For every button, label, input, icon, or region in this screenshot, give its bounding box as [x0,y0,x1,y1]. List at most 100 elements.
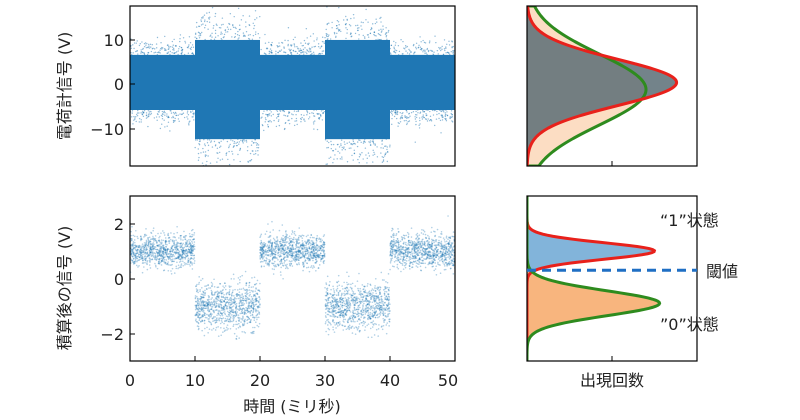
data-point [250,158,253,161]
y-tick-label: 0 [114,75,124,94]
data-point [343,292,345,295]
data-point [185,249,188,251]
data-point [253,319,256,321]
data-point [451,264,454,267]
data-point [143,249,145,251]
data-point [183,253,186,256]
data-point [219,314,222,317]
data-point [147,238,149,241]
data-point [283,47,285,49]
data-point [208,310,211,312]
data-point [434,248,436,251]
data-point [411,240,414,243]
data-point [435,273,438,276]
data-point [303,255,306,257]
data-point [289,241,291,244]
data-point [221,314,224,317]
data-point [147,237,149,240]
data-point [171,245,173,247]
data-point [403,237,405,239]
data-point [322,246,325,249]
data-point [205,154,207,156]
data-point [184,256,186,259]
data-point [381,140,383,142]
data-point [152,235,154,238]
data-point [211,329,213,331]
data-point [280,266,282,269]
data-point [411,266,414,268]
data-point [295,117,298,120]
data-point [320,258,323,260]
data-point [171,245,174,247]
data-point [293,44,296,46]
data-point [238,309,241,312]
data-point [322,260,325,263]
data-point [440,110,442,112]
data-point [160,247,162,250]
data-point [313,46,315,48]
data-point [194,308,197,311]
data-point [299,252,302,255]
data-point [170,253,172,255]
data-point [365,19,367,21]
data-point [249,291,251,294]
data-point [269,48,272,50]
data-point [182,248,185,250]
data-point [156,244,158,247]
data-point [447,242,450,245]
data-point [167,121,170,123]
data-point [382,28,384,30]
data-point [133,119,135,121]
data-point [140,249,142,252]
data-point [252,332,255,335]
data-point [227,328,229,330]
data-point [252,326,254,329]
data-point [392,248,395,251]
data-point [300,42,302,44]
data-point [267,251,270,254]
data-point [406,122,408,124]
data-point [290,53,293,56]
data-point [301,254,304,257]
data-point [290,263,292,265]
data-point [294,120,296,122]
data-point [440,240,443,243]
data-point [147,239,150,242]
data-point [186,110,189,112]
data-point [427,246,429,249]
data-point [363,36,366,38]
data-point [436,252,438,254]
data-point [292,248,295,251]
data-point [286,266,288,268]
data-point [395,42,397,44]
data-point [260,265,263,267]
data-point [366,162,368,164]
data-point [166,249,169,252]
data-point [207,144,210,147]
data-point [166,125,168,127]
data-point [220,145,222,147]
data-point [198,156,200,159]
data-point [283,244,286,247]
data-point [290,249,292,251]
data-point [254,153,257,155]
data-point [132,248,135,250]
data-point [296,255,298,258]
data-point [415,245,418,247]
data-point [296,241,298,243]
data-point [295,252,298,254]
data-point [301,237,304,239]
data-point [165,251,168,253]
data-point [267,240,270,242]
data-point [169,250,172,252]
data-point [240,169,241,170]
data-point [164,248,166,251]
data-point [255,321,257,324]
data-point [448,236,450,239]
data-point [180,245,183,247]
data-point [292,238,294,241]
data-point [298,239,300,241]
data-point [281,252,283,255]
data-point [447,215,449,217]
data-point [165,240,167,243]
